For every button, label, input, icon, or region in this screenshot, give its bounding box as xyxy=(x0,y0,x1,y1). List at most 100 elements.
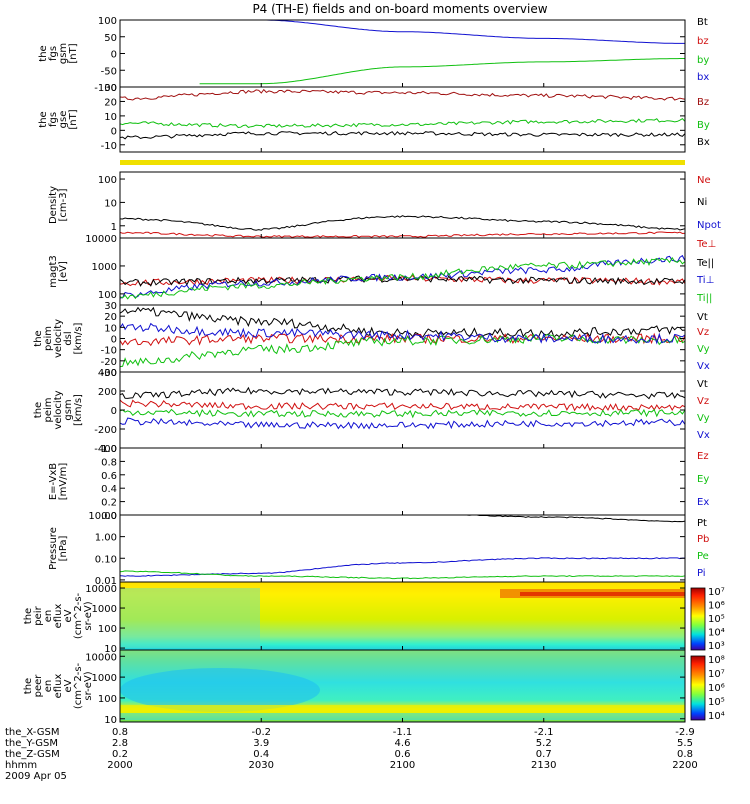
series-line-vz xyxy=(119,332,686,347)
y-tick-label: 0 xyxy=(111,126,117,137)
y-tick-label: -10 xyxy=(101,141,117,152)
series-line-by xyxy=(119,117,686,129)
footer-value: 2130 xyxy=(531,760,556,771)
y-tick-label: 100 xyxy=(98,175,117,186)
panel-density: 100 10 1 Density [cm-3] Ne Ni Npot xyxy=(48,171,721,239)
series-line-vt xyxy=(119,306,686,338)
footer-value: 4.6 xyxy=(395,738,411,749)
y-tick-label: -200 xyxy=(94,425,117,436)
y-tick-label: 1000 xyxy=(92,673,117,684)
footer-value: 0.8 xyxy=(112,727,128,738)
y-axis-label: Density [cm-3] xyxy=(48,186,69,224)
spectrogram-feature xyxy=(520,592,685,596)
legend-ez: Ez xyxy=(697,451,709,462)
legend-ne: Ne xyxy=(697,175,711,186)
y-axis-label: the fgs gsm [nT] xyxy=(38,43,79,64)
y-tick-label: 30 xyxy=(104,83,117,94)
panel-frame xyxy=(119,371,686,449)
y-axis-label-line: gsm xyxy=(58,43,69,64)
y-tick-label: 0 xyxy=(111,335,117,346)
series-line-vx xyxy=(119,322,686,345)
series-line-te xyxy=(119,275,686,287)
y-tick-label: 10000 xyxy=(85,652,117,663)
legend-npot: Npot xyxy=(697,220,721,231)
y-tick-label: -100 xyxy=(94,83,117,94)
y-tick-label: 1 xyxy=(111,222,117,233)
quality-flag-bar xyxy=(120,160,685,165)
y-axis-label-line: the xyxy=(33,330,44,346)
y-tick-label: 1000 xyxy=(92,604,117,615)
series-line-vz xyxy=(119,399,686,412)
series-line-by xyxy=(199,58,685,85)
panel-frame xyxy=(119,514,686,583)
y-tick-label: 1000 xyxy=(92,262,117,273)
footer-value: 5.5 xyxy=(677,738,693,749)
y-tick-label: 10 xyxy=(104,715,117,726)
footer-value: 2200 xyxy=(672,760,697,771)
y-tick-label: 0.2 xyxy=(101,498,117,509)
panel-frame xyxy=(119,19,686,88)
y-axis-label-line: en xyxy=(43,680,54,693)
colorbar-label: 10⁵ xyxy=(708,697,725,708)
y-axis-label-line: the xyxy=(38,111,49,127)
series-line-ti xyxy=(119,254,686,299)
y-axis-label-line: the xyxy=(23,608,34,624)
y-tick-label: 20 xyxy=(104,312,117,323)
panel-peer_eflux: 10⁸ 10⁷ 10⁶ 10⁵ 10⁴ 10000 1000 100 10 the peer en ef… xyxy=(23,649,725,726)
panel-pressure: 10.00 1.00 0.10 0.01 Pressure [nPa] Pt Pb Pe Pi xyxy=(48,511,709,587)
spectrogram-feature xyxy=(120,705,685,713)
series-line-vt xyxy=(119,386,686,400)
colorbar-label: 10⁶ xyxy=(708,601,725,612)
y-tick-label: -30 xyxy=(101,368,117,379)
y-tick-label: 0.4 xyxy=(101,484,117,495)
series-line-pi xyxy=(119,557,685,577)
footer-value: -2.9 xyxy=(675,727,695,738)
y-axis-label-line: [mV/m] xyxy=(58,463,69,501)
series-line-bx xyxy=(199,19,685,44)
y-axis-label-line: [nT] xyxy=(68,109,79,129)
y-axis-label-line: E=-VxB xyxy=(48,463,59,500)
footer-value: -1.1 xyxy=(393,727,413,738)
spectrogram-feature xyxy=(120,588,260,648)
footer-value: 0.2 xyxy=(112,749,128,760)
y-axis-label-line: peim xyxy=(43,326,54,351)
y-tick-label: 0.6 xyxy=(101,471,117,482)
y-tick-label: -20 xyxy=(101,357,117,368)
colorbar-label: 10⁶ xyxy=(708,683,725,694)
footer-row-label: the_X-GSM xyxy=(5,727,59,738)
y-axis-label-line: velocity xyxy=(53,319,64,358)
y-tick-label: 1.0 xyxy=(101,444,117,455)
legend-ex: Ex xyxy=(697,497,709,508)
orbit-footer: the_X-GSM 0.8 -0.2 -1.1 -2.1 -2.9 the_Y-GSM 2.8… xyxy=(5,727,698,782)
footer-value: 2100 xyxy=(390,760,415,771)
legend-pb: Pb xyxy=(697,534,709,545)
y-axis-label-line: en xyxy=(43,610,54,623)
panel-frame xyxy=(119,237,686,306)
panel-fgs_gse: 30 20 10 0 -10 the fgs gse [nT] Bz By Bx xyxy=(38,83,710,153)
legend-bz: Bz xyxy=(697,97,709,108)
y-axis-label: the peer en eflux eV (cm^2-s-sr-eV) xyxy=(23,662,94,709)
y-axis-label-line: [nPa] xyxy=(58,535,69,561)
y-axis-label: magt3 [eV] xyxy=(48,255,69,288)
y-tick-label: 10 xyxy=(104,198,117,209)
legend-by: By xyxy=(697,120,710,131)
y-tick-label: 0 xyxy=(111,50,117,61)
footer-value: 0.8 xyxy=(677,749,693,760)
y-axis-label-line: peim xyxy=(43,397,54,422)
series-line-vy xyxy=(119,408,686,419)
y-axis-label-line: sr-eV) xyxy=(83,601,94,630)
y-axis-label-line: [cm-3] xyxy=(58,188,69,221)
y-axis-label-line: [nT] xyxy=(68,43,79,63)
colorbar-label: 10⁷ xyxy=(708,587,725,598)
panel-peim_velocity_gsm: 400 200 0 -200 -400 the peim velocity gsm [km/s] V… xyxy=(33,368,710,455)
legend-bt: Bt xyxy=(697,17,708,28)
y-axis-label-line: eflux xyxy=(53,674,64,699)
series-line-vy xyxy=(119,333,686,368)
y-tick-label: 200 xyxy=(98,387,117,398)
colorbar-label: 10⁸ xyxy=(708,655,725,666)
legend-ni: Ni xyxy=(697,197,707,208)
legend-te: Te|| xyxy=(696,258,714,269)
figure-title: P4 (TH-E) fields and on-board moments ov… xyxy=(252,2,547,16)
y-axis-label-line: sr-eV) xyxy=(83,671,94,700)
y-axis-label-line: [km/s] xyxy=(73,322,84,354)
